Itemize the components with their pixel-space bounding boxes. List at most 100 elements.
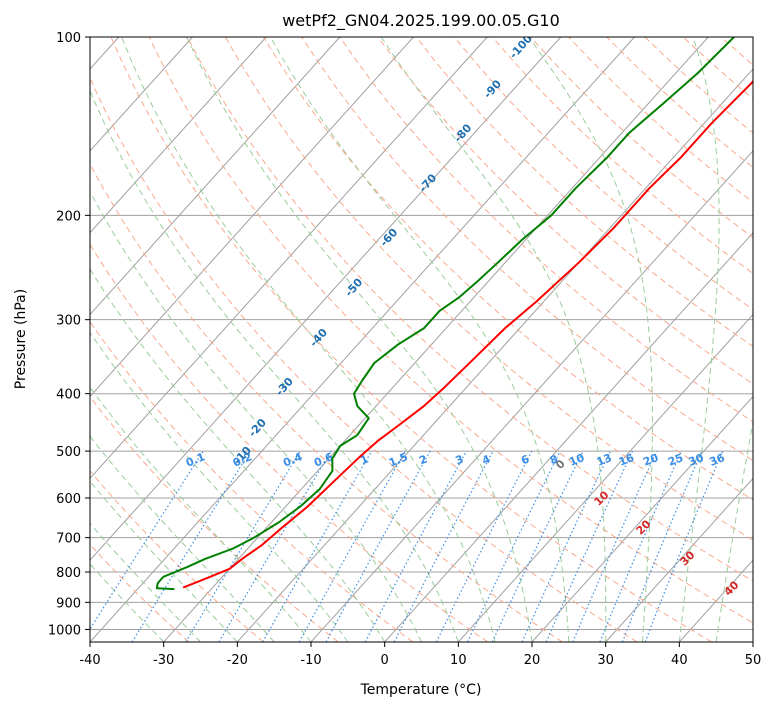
dry-adiabat-110 (377, 37, 753, 385)
isotherm--10 (310, 150, 753, 642)
dry-adiabat--30 (90, 543, 190, 642)
dry-adiabat-label: -50 (342, 276, 365, 300)
x-tick-label: 10 (450, 653, 467, 668)
mixing-ratio-label: 8 (548, 452, 560, 467)
moist-adiabat--10 (90, 386, 312, 642)
mixing-ratio-label: 10 (567, 451, 586, 469)
y-tick-label: 1000 (48, 623, 81, 638)
mixing-ratio-label: 1 (358, 452, 370, 467)
isotherm--90 (90, 37, 267, 234)
dry-adiabat-label: -80 (451, 121, 474, 145)
dry-adiabat-label: -100 (507, 32, 535, 61)
moist-adiabat-label: 40 (722, 578, 742, 598)
x-axis-label: Temperature (°C) (360, 682, 482, 698)
y-axis-label: Pressure (hPa) (13, 289, 29, 389)
y-tick-label: 100 (56, 31, 81, 46)
dry-adiabat-160 (568, 37, 753, 203)
dry-adiabat-210 (759, 37, 775, 642)
x-tick-label: 30 (597, 653, 614, 668)
moist-adiabat--15 (90, 435, 275, 642)
plot-frame (89, 36, 754, 643)
x-tick-label: -40 (79, 653, 100, 668)
y-tick-label: 600 (56, 492, 81, 507)
mixing-ratio-line-14 (572, 450, 658, 642)
isotherm--100 (90, 37, 193, 152)
isotherm-40 (678, 559, 753, 642)
dry-adiabat-label: -30 (273, 375, 296, 399)
dry-adiabat--20 (90, 470, 264, 642)
x-tick-label: -20 (227, 653, 248, 668)
dry-adiabat-label: -60 (377, 226, 400, 250)
x-tick-label: 0 (381, 653, 389, 668)
mixing-ratio-label: 20 (641, 451, 660, 469)
moist-adiabat-45 (715, 419, 753, 642)
dry-adiabat-130 (453, 37, 753, 311)
moist-adiabat-20 (186, 37, 533, 642)
moist-adiabat-40 (678, 37, 720, 642)
mixing-ratio-label: 3 (454, 452, 466, 467)
mixing-ratio-label: 25 (666, 451, 685, 469)
dry-adiabat-10 (90, 243, 488, 642)
moist-adiabat--5 (90, 331, 349, 642)
moist-adiabat--20 (90, 480, 238, 642)
x-tick-label: 50 (745, 653, 762, 668)
mixing-ratio-label: 30 (687, 451, 706, 469)
isotherm-20 (531, 395, 753, 642)
dry-adiabat-50 (148, 37, 753, 624)
mixing-ratio-line-4 (262, 450, 373, 642)
x-tick-label: -30 (153, 653, 174, 668)
chart-title: wetPf2_GN04.2025.199.00.05.G10 (282, 11, 560, 31)
dry-adiabat--10 (90, 396, 339, 642)
mixing-ratio-line-17 (644, 450, 724, 642)
mixing-ratio-label: 2 (417, 452, 429, 467)
axes: -40 -30 -20 -10 0 10 20 30 40 5010020030040050060… (48, 31, 761, 668)
mixing-ratio-line-15 (599, 450, 682, 642)
dry-adiabat-80 (263, 37, 753, 501)
isotherm-10 (457, 313, 753, 642)
y-tick-label: 200 (56, 209, 81, 224)
y-tick-label: 300 (56, 314, 81, 329)
mixing-ratio-line-2 (185, 450, 301, 642)
y-tick-label: 500 (56, 445, 81, 460)
dry-adiabat-0 (90, 320, 414, 642)
isotherm--50 (90, 37, 562, 561)
dry-adiabat-200 (720, 37, 753, 66)
isotherm--40 (90, 37, 635, 642)
moist-adiabat-0 (90, 268, 386, 642)
dry-adiabat-190 (682, 37, 753, 100)
dry-adiabat-label: -90 (481, 77, 504, 101)
mixing-ratio-label: 0.1 (184, 450, 207, 469)
mixing-ratio-line-6 (325, 450, 431, 642)
mixing-ratio-line-9 (435, 450, 533, 642)
dry-adiabat-150 (530, 37, 753, 239)
y-tick-label: 700 (56, 532, 81, 547)
moist-adiabat-35 (528, 37, 653, 642)
plot-area: 0.1 0.2 0.4 0.6 1 1.5 2 3 4 6 8 10 13 16 20 25 30 36-100-… (90, 32, 775, 642)
isotherm-0 (384, 232, 753, 642)
moist-adiabat-30 (380, 37, 607, 642)
mixing-ratio-line-10 (466, 450, 561, 642)
dry-adiabat-20 (90, 162, 563, 642)
moist-adiabat-label: 20 (634, 517, 654, 537)
mixing-ratio-label: 16 (617, 451, 636, 469)
x-tick-label: -10 (300, 653, 321, 668)
dry-adiabat-label: -20 (246, 416, 269, 440)
mixing-ratio-label: 4 (480, 452, 492, 467)
mixing-ratio-label: 1.5 (387, 450, 410, 469)
mixing-ratio-line-7 (364, 450, 467, 642)
mixing-ratio-label: 36 (708, 451, 727, 469)
moist-adiabat-15 (121, 37, 496, 642)
x-tick-label: 40 (671, 653, 688, 668)
y-tick-label: 800 (56, 566, 81, 581)
moist-adiabat--25 (90, 522, 201, 642)
isotherm--80 (90, 37, 341, 316)
dewpoint-line (155, 37, 735, 591)
dry-adiabat-label: -40 (307, 326, 330, 350)
y-tick-label: 900 (56, 596, 81, 611)
isotherm--70 (90, 37, 414, 398)
isotherm-30 (605, 477, 753, 642)
mixing-ratio-line-5 (298, 450, 406, 642)
dry-adiabat-40 (110, 37, 712, 642)
mixing-ratio-line-13 (545, 450, 634, 642)
